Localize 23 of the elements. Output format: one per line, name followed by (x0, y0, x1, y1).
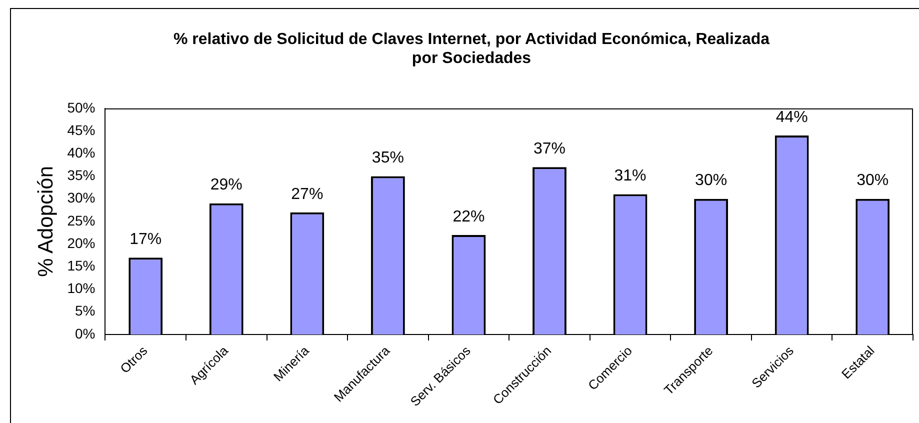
data-label: 30% (695, 172, 728, 190)
y-tick-label: 25% (67, 212, 96, 228)
data-label: 37% (533, 140, 566, 158)
data-label: 17% (130, 231, 162, 248)
data-label: 31% (614, 168, 646, 185)
data-label: 35% (372, 150, 404, 167)
y-tick-label: 20% (67, 234, 96, 251)
y-tick-label: 5% (74, 302, 96, 319)
data-label: 29% (210, 176, 242, 194)
y-axis-title: % Adopción (34, 166, 58, 277)
data-label: 30% (856, 172, 889, 190)
y-tick-label: 0% (74, 325, 96, 342)
y-tick-label: 35% (67, 167, 96, 184)
y-tick-label: 10% (67, 280, 96, 296)
y-tick-label: 40% (67, 144, 96, 160)
data-label: 44% (776, 108, 808, 126)
data-label: 22% (452, 208, 485, 226)
y-tick-label: 45% (67, 122, 96, 138)
y-tick-label: 30% (67, 190, 96, 206)
y-tick-label: 15% (67, 258, 96, 274)
chart-title: % relativo de Solicitud de Claves Internet, por Actividad Económica, Realizada por Sociedades (173, 31, 770, 68)
y-tick-label: 50% (67, 99, 96, 116)
data-label: 27% (291, 186, 324, 203)
